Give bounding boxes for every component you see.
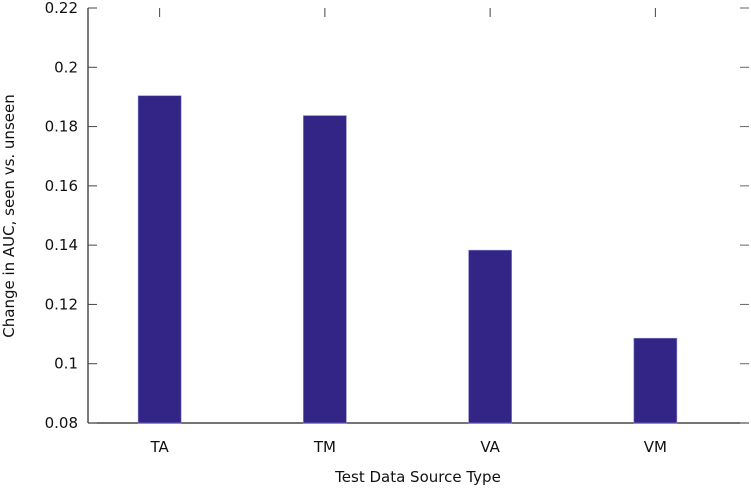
y-tick-label: 0.08 — [45, 414, 78, 432]
bar-vm — [633, 337, 678, 424]
y-tick-label: 0.14 — [45, 236, 78, 254]
bar-tm — [303, 115, 347, 424]
y-tick-label: 0.22 — [45, 0, 78, 17]
y-axis-title: Change in AUC, seen vs. unseen — [0, 94, 18, 337]
bar-ta — [137, 95, 182, 424]
x-tick-label: TM — [313, 438, 336, 456]
x-tick-label: TA — [149, 438, 169, 456]
x-tick-label: VM — [644, 438, 667, 456]
plot-area: 0.08 0.1 0.12 0.14 0.16 0.18 0.2 0.22 TA TM VA VM — [45, 0, 749, 456]
x-tick-label: VA — [480, 438, 500, 456]
y-tick-label: 0.1 — [54, 355, 78, 373]
y-tick-label: 0.12 — [45, 295, 78, 313]
y-tick-label: 0.2 — [54, 58, 78, 76]
bar-va — [468, 249, 512, 424]
y-tick-label: 0.18 — [45, 118, 78, 136]
y-tick-label: 0.16 — [45, 177, 78, 195]
x-axis-title: Test Data Source Type — [334, 468, 501, 486]
